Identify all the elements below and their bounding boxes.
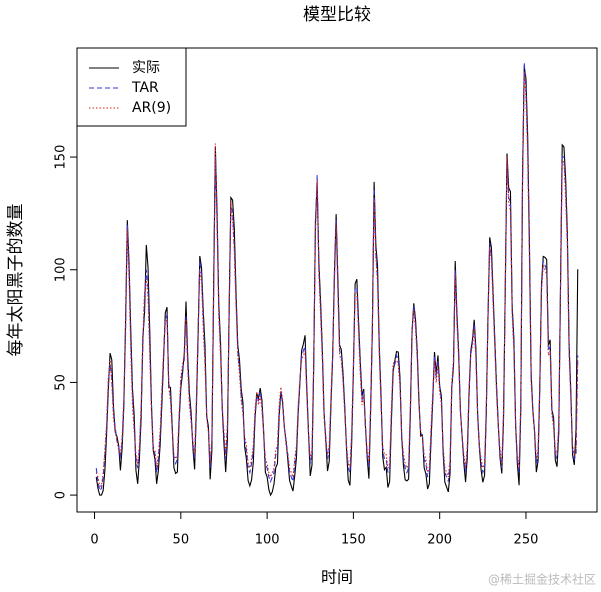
chart-title: 模型比较 <box>303 5 371 25</box>
y-tick-label: 0 <box>54 491 69 499</box>
x-tick-label: 50 <box>173 533 190 548</box>
legend-label: 实际 <box>132 60 160 76</box>
x-tick-label: 150 <box>341 533 366 548</box>
legend-label: AR(9) <box>132 100 171 116</box>
x-tick-label: 100 <box>255 533 280 548</box>
y-tick-label: 50 <box>54 374 69 391</box>
x-tick-label: 0 <box>90 533 98 548</box>
legend-box <box>76 47 187 127</box>
y-tick-label: 100 <box>54 257 69 282</box>
x-tick-label: 200 <box>427 533 452 548</box>
legend-label: TAR <box>131 80 159 96</box>
watermark: @稀土掘金技术社区 <box>488 572 596 587</box>
series-line <box>95 71 579 487</box>
y-tick-label: 150 <box>54 145 69 170</box>
x-tick-label: 250 <box>514 533 539 548</box>
plot-box <box>76 47 598 513</box>
x-axis-label: 时间 <box>321 568 353 587</box>
y-axis-label: 每年太阳黑子的数量 <box>6 204 26 357</box>
